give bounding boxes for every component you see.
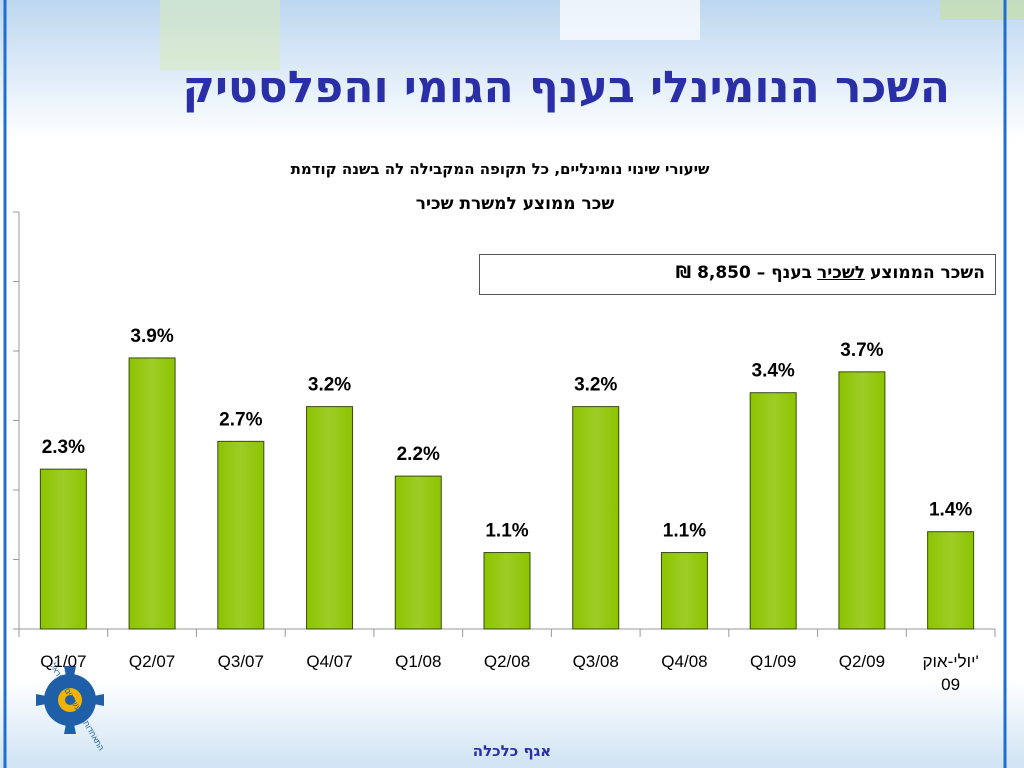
x-tick-label: Q4/07 — [306, 652, 352, 671]
x-tick-label: Q3/08 — [573, 652, 619, 671]
data-label: 3.7% — [840, 340, 883, 361]
x-tick-label: Q2/09 — [839, 652, 885, 671]
chart-subtitle: שכר ממוצע למשרת שכיר — [415, 194, 615, 214]
bar — [306, 406, 354, 630]
bar — [39, 468, 87, 630]
data-label: 2.2% — [397, 444, 440, 465]
x-tick-label: Q2/07 — [129, 652, 175, 671]
data-label: 3.2% — [574, 375, 617, 396]
x-tick-label: יולי-אוק' 09 — [922, 652, 978, 694]
data-label: 3.2% — [308, 375, 351, 396]
footer: אגף כלכלה — [472, 742, 552, 760]
data-label: 1.1% — [485, 521, 528, 542]
bar — [927, 531, 975, 630]
deco — [560, 0, 700, 40]
annotation-text: בענף – 8,850 ₪ — [675, 263, 813, 283]
bar — [394, 475, 442, 630]
data-label: 1.4% — [929, 500, 972, 521]
bottom-band — [0, 680, 1024, 768]
bar — [660, 552, 708, 630]
bar — [217, 440, 265, 630]
x-tick-label: Q1/08 — [395, 652, 441, 671]
bar — [749, 392, 797, 630]
bar — [572, 406, 620, 630]
bar — [483, 552, 531, 630]
data-label: 2.7% — [219, 409, 262, 430]
chart-subtitle: שיעורי שינוי נומינליים, כל תקופה המקבילה… — [290, 160, 710, 178]
annotation-box: השכר הממוצעלשכירבענף – 8,850 ₪ — [479, 254, 996, 295]
x-tick-label: Q2/08 — [484, 652, 530, 671]
data-label: 3.4% — [752, 361, 795, 382]
x-tick-label: Q1/09 — [750, 652, 796, 671]
deco — [940, 0, 1024, 20]
data-label: 1.1% — [663, 521, 706, 542]
data-label: 3.9% — [130, 326, 173, 347]
data-label: 2.3% — [42, 437, 85, 458]
x-tick-label: Q1/07 — [40, 652, 86, 671]
bar — [128, 357, 176, 630]
x-tick-label: Q3/07 — [218, 652, 264, 671]
deco — [160, 0, 280, 70]
x-tick-label: Q4/08 — [661, 652, 707, 671]
annotation-text: השכר הממוצע — [870, 263, 985, 283]
slide-title: השכר הנומינלי בענף הגומי והפלסטיק — [182, 62, 950, 113]
bar — [838, 371, 886, 630]
annotation-text: לשכיר — [817, 263, 866, 283]
